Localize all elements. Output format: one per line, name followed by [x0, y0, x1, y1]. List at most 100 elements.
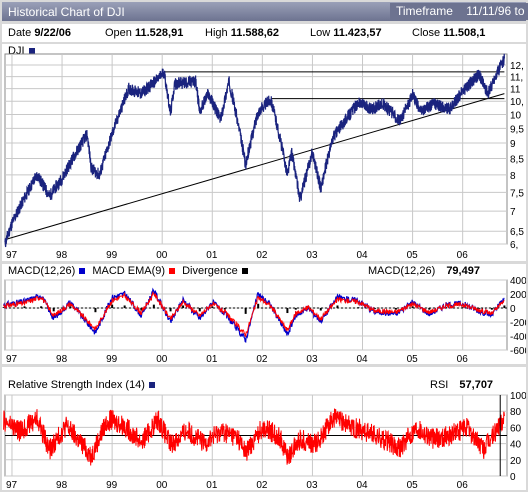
price-year-tick: 03: [306, 250, 318, 261]
rsi-readout-label: RSI: [430, 379, 449, 391]
price-year-tick: 97: [6, 250, 18, 261]
close-value: 11.508,1: [443, 27, 486, 39]
rsi-y-tick: 0: [510, 472, 516, 483]
macd-legend: MACD(12,26) MACD EMA(9) Divergence: [8, 265, 252, 277]
chart-title: Historical Chart of DJI: [8, 5, 125, 19]
price-year-tick: 99: [106, 250, 118, 261]
macd-legend-label: MACD(12,26): [8, 265, 76, 277]
price-y-tick: 7,5: [510, 188, 524, 199]
price-y-tick: 11,: [510, 73, 523, 84]
rsi-y-tick: 40: [510, 440, 522, 451]
macd-year-tick: 06: [457, 354, 469, 364]
rsi-year-tick: 02: [256, 480, 268, 490]
date-value: 9/22/06: [34, 27, 72, 39]
macd-ema-legend-label: MACD EMA(9): [92, 265, 166, 277]
price-y-tick: 11: [510, 85, 521, 96]
macd-chart[interactable]: 400 200 0 -200 -400 -600 97 98 99 00 01 02 03 04 05 06: [2, 264, 526, 364]
macd-year-tick: 02: [256, 354, 268, 364]
macd-year-tick: 01: [206, 354, 218, 364]
divergence-legend-swatch: [241, 267, 248, 274]
price-y-tick: 6,: [510, 240, 518, 251]
macd-readout: MACD(12,26) 79,497: [368, 265, 480, 277]
rsi-year-tick: 04: [357, 480, 369, 490]
price-y-tick: 8,5: [510, 155, 524, 166]
open-value: 11.528,91: [134, 27, 184, 39]
price-year-tick: 98: [56, 250, 68, 261]
macd-ema-line: [3, 291, 505, 338]
macd-year-tick: 97: [6, 354, 18, 364]
macd-y-tick: -600: [510, 346, 526, 357]
rsi-year-tick: 05: [407, 480, 419, 490]
macd-year-tick: 04: [357, 354, 369, 364]
price-y-tick: 9,5: [510, 124, 524, 135]
timeframe-box[interactable]: Timeframe 11/11/96 to 11: [390, 3, 528, 20]
low-readout: Low 11.423,57: [310, 27, 382, 39]
price-year-tick: 06: [457, 250, 469, 261]
rsi-year-tick: 03: [306, 480, 318, 490]
price-trendline: [4, 93, 505, 241]
macd-year-tick: 00: [156, 354, 168, 364]
high-readout: High 11.588,62: [205, 27, 279, 39]
timeframe-label: Timeframe: [396, 4, 453, 18]
high-label: High: [205, 27, 228, 39]
rsi-chart[interactable]: 100 80 60 40 20 0 97 98 99 00 01 02 03 04 05 06: [2, 367, 526, 490]
rsi-y-tick: 20: [510, 456, 522, 467]
rsi-year-tick: 06: [457, 480, 469, 490]
macd-readout-value: 79,497: [446, 265, 480, 277]
price-legend-swatch: [28, 47, 35, 54]
price-year-tick: 05: [407, 250, 419, 261]
rsi-line: [3, 408, 505, 466]
dji-price-line: [4, 53, 505, 248]
macd-y-tick: -400: [510, 332, 526, 343]
title-bar: Historical Chart of DJI Timeframe 11/11/…: [2, 2, 528, 21]
date-readout: Date 9/22/06: [8, 27, 71, 39]
price-y-tick: 9: [510, 139, 516, 150]
price-y-tick: 12,: [510, 61, 524, 72]
rsi-readout-value: 57,707: [459, 379, 494, 391]
macd-panel: MACD(12,26) MACD EMA(9) Divergence MACD(…: [2, 264, 526, 364]
date-label: Date: [8, 27, 32, 39]
rsi-y-tick: 60: [510, 423, 522, 434]
macd-year-tick: 03: [306, 354, 318, 364]
ohlc-info-bar: Date 9/22/06 Open 11.528,91 High 11.588,…: [2, 24, 526, 42]
close-label: Close: [412, 27, 441, 39]
price-year-tick: 02: [256, 250, 268, 261]
macd-ema-legend-swatch: [169, 267, 176, 274]
divergence-legend-label: Divergence: [182, 265, 238, 277]
low-value: 11.423,57: [333, 27, 382, 39]
timeframe-value: 11/11/96 to 11: [466, 4, 528, 18]
rsi-y-tick: 100: [510, 391, 526, 402]
price-panel: DJI 12, 11, 11 10, 10 9,5 9 8,5 8 7,5 7 6,5 6, 97 98 99…: [2, 44, 526, 261]
rsi-year-tick: 97: [6, 480, 18, 490]
price-y-tick: 6,5: [510, 227, 524, 238]
rsi-y-tick: 80: [510, 407, 522, 418]
open-readout: Open 11.528,91: [105, 27, 183, 39]
rsi-year-tick: 00: [156, 480, 168, 490]
rsi-legend: Relative Strength Index (14): [8, 379, 159, 391]
rsi-legend-swatch: [148, 381, 155, 388]
price-year-tick: 01: [206, 250, 218, 261]
price-y-tick: 10: [510, 110, 522, 121]
macd-year-tick: 98: [56, 354, 68, 364]
price-y-tick: 7: [510, 207, 516, 218]
low-label: Low: [310, 27, 331, 39]
rsi-panel: Relative Strength Index (14) RSI 57,707 …: [2, 367, 526, 490]
close-readout: Close 11.508,1: [412, 27, 485, 39]
macd-year-tick: 05: [407, 354, 419, 364]
macd-y-tick: -200: [510, 318, 526, 329]
rsi-year-tick: 99: [106, 480, 118, 490]
price-y-tick: 8: [510, 171, 516, 182]
price-year-tick: 00: [156, 250, 168, 261]
macd-y-tick: 200: [510, 290, 526, 301]
rsi-year-tick: 01: [206, 480, 218, 490]
price-year-tick: 04: [357, 250, 369, 261]
rsi-readout: RSI 57,707: [430, 379, 493, 391]
macd-readout-label: MACD(12,26): [368, 265, 436, 277]
open-label: Open: [105, 27, 132, 39]
macd-legend-swatch: [79, 267, 86, 274]
rsi-legend-label: Relative Strength Index (14): [8, 379, 145, 391]
high-value: 11.588,62: [230, 27, 280, 39]
price-y-tick: 10,: [510, 97, 524, 108]
macd-year-tick: 99: [106, 354, 118, 364]
